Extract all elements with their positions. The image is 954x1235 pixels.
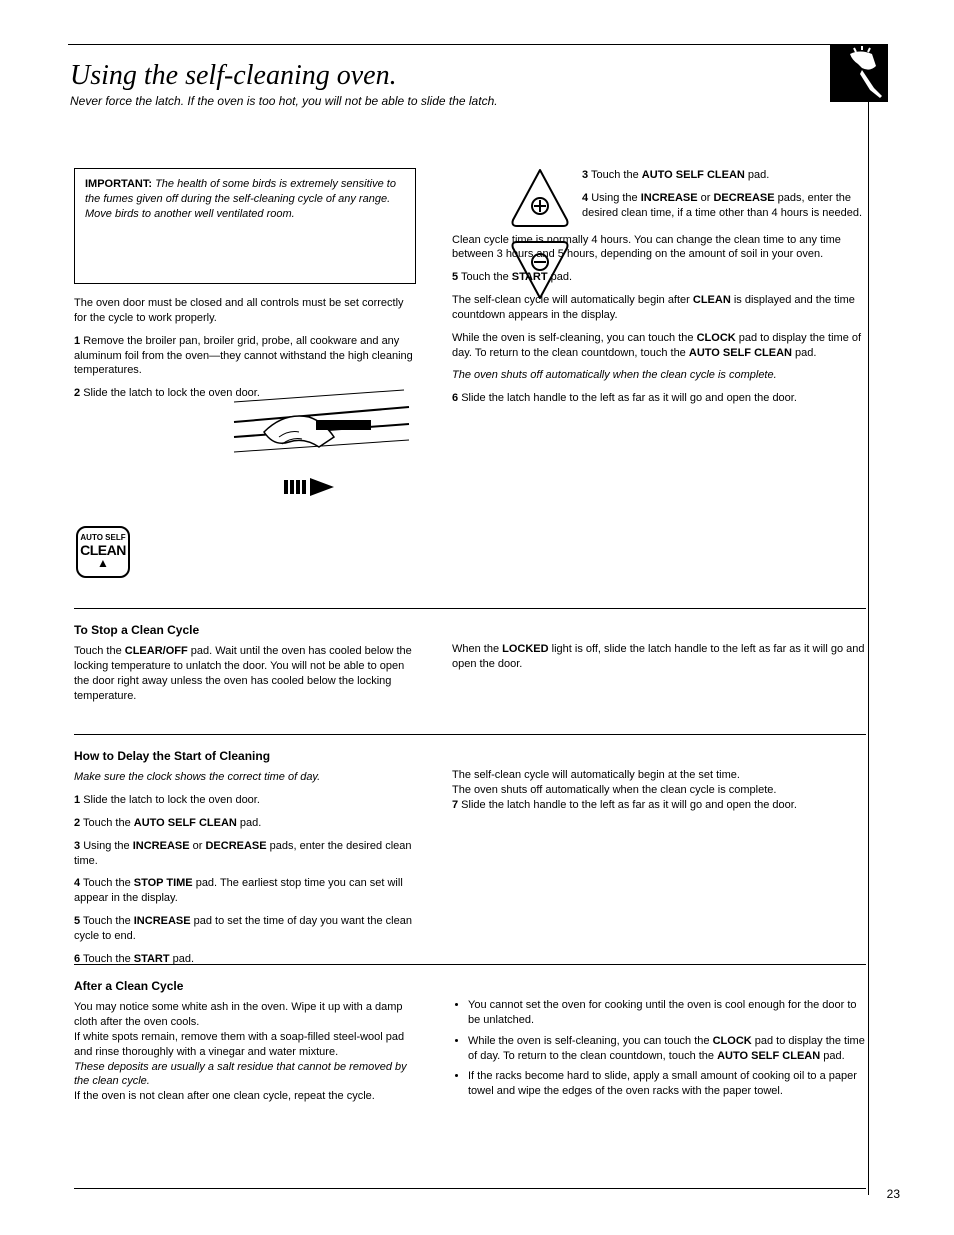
delay-step-4: 4 Touch the STOP TIME pad. The earliest … (74, 876, 414, 906)
section-delay-left: How to Delay the Start of Cleaning Make … (74, 748, 414, 975)
section-after-right: You cannot set the oven for cooking unti… (452, 998, 868, 1105)
after-note-2: While the oven is self-cleaning, you can… (468, 1034, 868, 1064)
clock-note: While the oven is self-cleaning, you can… (452, 331, 868, 361)
section-stop-heading: To Stop a Clean Cycle (74, 622, 414, 638)
delay-step-5: 5 Touch the INCREASE pad to set the time… (74, 914, 414, 944)
section-delay-heading: How to Delay the Start of Cleaning (74, 748, 414, 764)
auto-shutoff-note: The oven shuts off automatically when th… (452, 368, 868, 383)
clean-begin-note: The self-clean cycle will automatically … (452, 293, 868, 323)
divider-1 (74, 608, 866, 609)
page-title: Using the self-cleaning oven. (70, 60, 397, 92)
cleaning-icon (830, 44, 888, 102)
warning-heading: IMPORTANT: (85, 178, 152, 190)
section-after-heading: After a Clean Cycle (74, 978, 414, 994)
page-subtitle: Never force the latch. If the oven is to… (70, 94, 498, 108)
delay-intro: Make sure the clock shows the correct ti… (74, 770, 414, 785)
after-left-text: You may notice some white ash in the ove… (74, 1000, 414, 1104)
after-note-1: You cannot set the oven for cooking unti… (468, 998, 868, 1028)
delay-step-3: 3 Using the INCREASE or DECREASE pads, e… (74, 839, 414, 869)
page-number: 23 (887, 1187, 900, 1201)
clean-time-note: Clean cycle time is normally 4 hours. Yo… (452, 233, 868, 263)
section-stop-right-text: When the LOCKED light is off, slide the … (452, 642, 868, 672)
after-note-3: If the racks become hard to slide, apply… (468, 1069, 868, 1099)
manual-page: Using the self-cleaning oven. Never forc… (0, 0, 954, 1235)
section-stop-clean-left: To Stop a Clean Cycle Touch the CLEAR/OF… (74, 622, 414, 712)
section-after-left: After a Clean Cycle You may notice some … (74, 978, 414, 1112)
delay-steps: 1 Slide the latch to lock the oven door.… (74, 793, 414, 967)
bottom-rule (74, 1188, 866, 1189)
door-latch-illustration (224, 382, 414, 507)
divider-2 (74, 734, 866, 735)
intro-para: The oven door must be closed and all con… (74, 296, 414, 326)
section-stop-left-text: Touch the CLEAR/OFF pad. Wait until the … (74, 644, 414, 703)
after-notes-list: You cannot set the oven for cooking unti… (452, 998, 868, 1099)
step-5: 5 Touch the START pad. (452, 270, 868, 285)
auto-self-clean-pad-icon: AUTO SELF CLEAN ▲ (76, 526, 130, 578)
upper-right-column: 3 Touch the AUTO SELF CLEAN pad. 4 Using… (452, 168, 868, 406)
step-3: 3 Touch the AUTO SELF CLEAN pad. (582, 168, 868, 183)
section-delay-right: The self-clean cycle will automatically … (452, 768, 868, 821)
important-warning-box: IMPORTANT: The health of some birds is e… (74, 168, 416, 284)
delay-right-text: The self-clean cycle will automatically … (452, 768, 868, 813)
delay-step-2: 2 Touch the AUTO SELF CLEAN pad. (74, 816, 414, 831)
step-1: 1 Remove the broiler pan, broiler grid, … (74, 334, 414, 379)
step-6: 6 Slide the latch handle to the left as … (452, 391, 868, 406)
divider-3 (74, 964, 866, 965)
section-stop-clean-right: When the LOCKED light is off, slide the … (452, 642, 868, 680)
step-4: 4 Using the INCREASE or DECREASE pads, e… (582, 191, 868, 221)
delay-step-1: 1 Slide the latch to lock the oven door. (74, 793, 414, 808)
